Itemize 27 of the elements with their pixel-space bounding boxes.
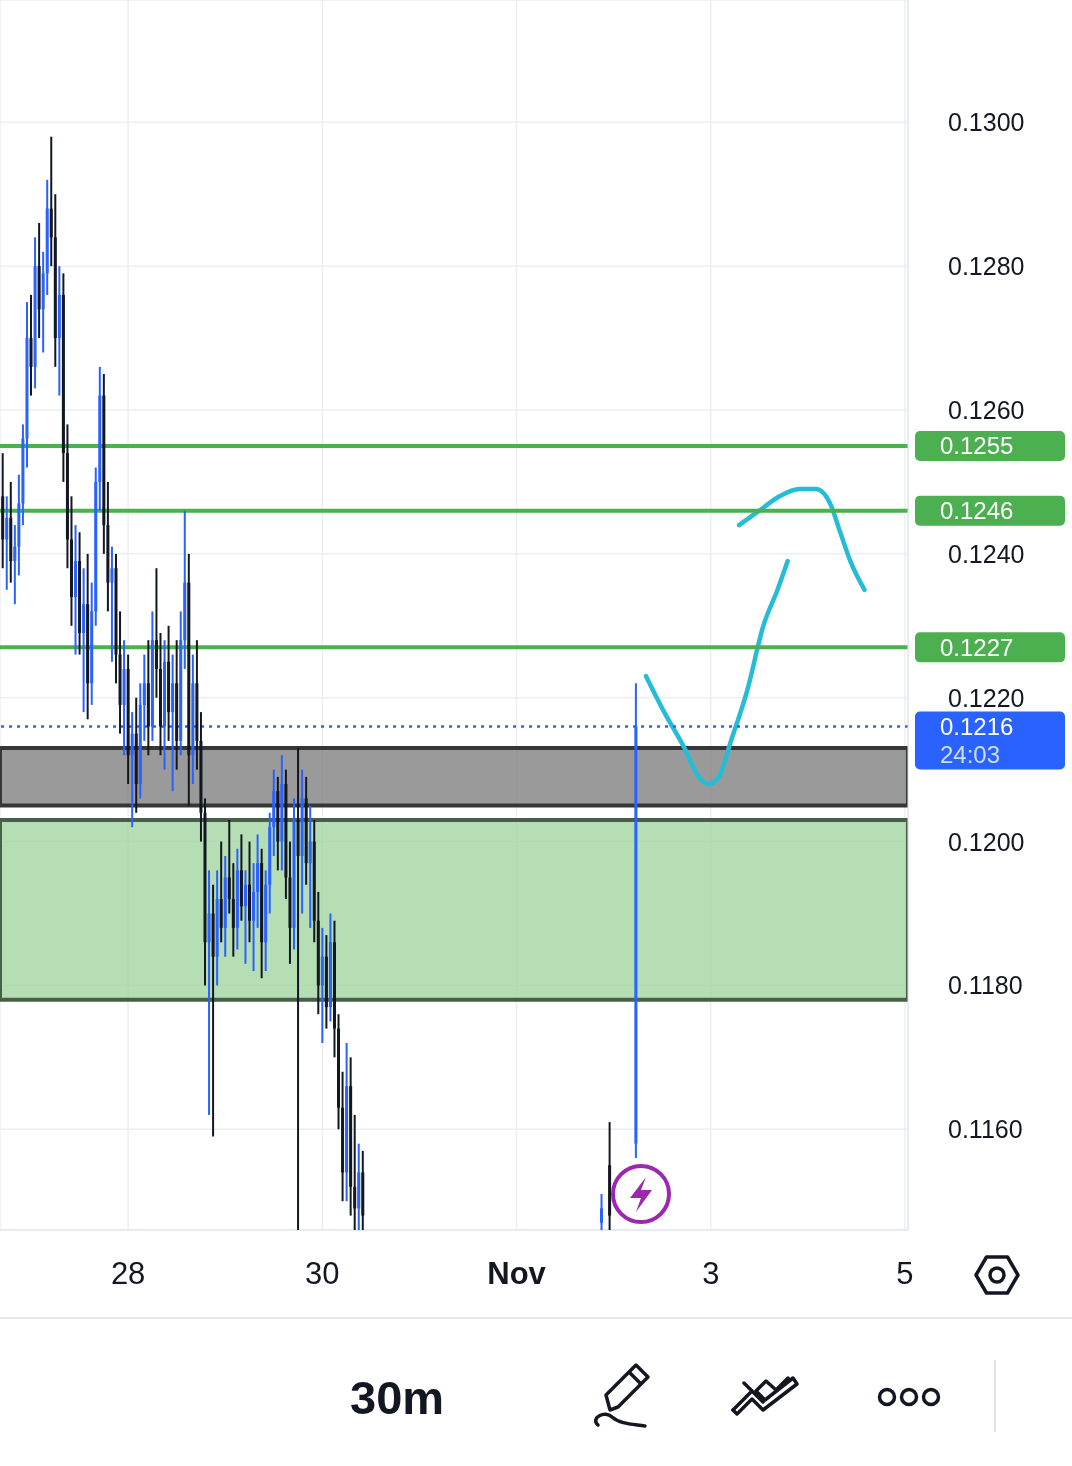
y-tick-label: 0.1280: [948, 252, 1025, 281]
x-tick-label: 5: [896, 1256, 914, 1291]
x-tick-label: Nov: [487, 1256, 547, 1291]
y-tick-label: 0.1220: [948, 683, 1025, 712]
y-tick-label: 0.1240: [948, 539, 1025, 568]
candlestick: [296, 747, 300, 1230]
candlestick: [243, 869, 247, 965]
x-tick-label: 30: [305, 1256, 340, 1291]
candlestick: [308, 804, 312, 929]
ref-line-label: 0.1255: [940, 432, 1014, 460]
y-tick-label: 0.1180: [948, 971, 1023, 1000]
x-tick-label: 28: [110, 1256, 146, 1291]
y-tick-label: 0.1300: [948, 108, 1025, 137]
ref-line-label: 0.1246: [940, 497, 1014, 525]
ref-line-label: 0.1216: [940, 712, 1014, 740]
candlestick: [207, 869, 211, 1116]
y-tick-label: 0.1260: [948, 396, 1025, 424]
text: 24:03: [940, 740, 1001, 768]
candlestick: [110, 545, 114, 663]
candlestick: [248, 840, 252, 944]
y-tick-label: 0.1200: [948, 827, 1025, 856]
x-tick-label: 3: [702, 1256, 720, 1291]
ref-line-label: 0.1227: [940, 633, 1014, 661]
y-tick-label: 0.1160: [948, 1115, 1023, 1144]
candlestick: [158, 631, 162, 757]
candlestick: [5, 495, 9, 591]
text: 30m: [350, 1371, 445, 1424]
